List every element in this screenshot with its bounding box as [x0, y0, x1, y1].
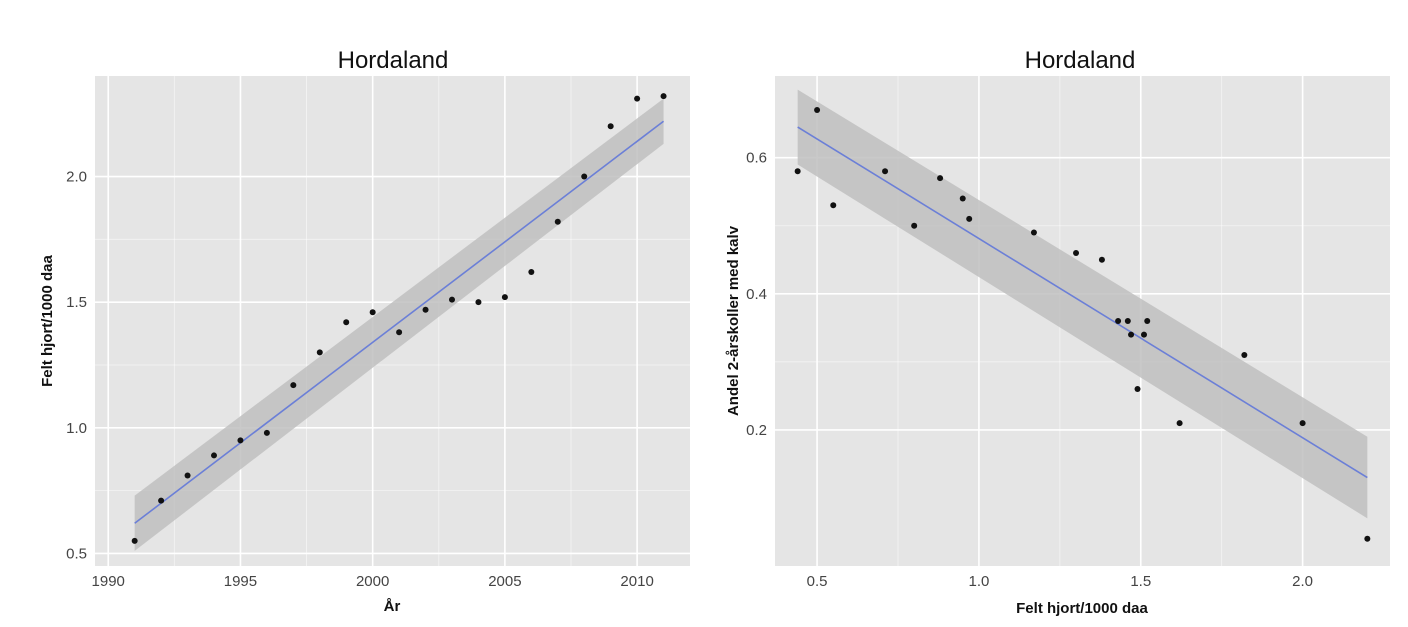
data-point	[959, 195, 966, 202]
fit-line	[797, 126, 1368, 479]
data-point	[794, 168, 801, 175]
fit-line	[134, 120, 665, 524]
data-point	[1176, 420, 1183, 427]
chart-title: Hordaland	[1025, 47, 1136, 74]
data-point	[369, 309, 376, 316]
data-point	[830, 202, 837, 209]
data-point	[396, 329, 403, 336]
data-point	[1144, 318, 1151, 324]
data-point	[237, 437, 244, 444]
y-axis-label: Andel 2-årskoller med kalv	[725, 225, 742, 416]
data-point	[1030, 229, 1037, 236]
data-points	[131, 93, 667, 544]
data-point	[1299, 420, 1306, 427]
y-tick-label: 2.0	[66, 169, 87, 186]
chart-right: Hordaland 0.5 1.0 1.5 2.0 0.2 0.4 0.6 Felt hj…	[725, 47, 1390, 617]
data-point	[634, 95, 641, 102]
data-point	[882, 168, 889, 175]
data-point	[1364, 535, 1371, 542]
y-tick-label: 0.5	[66, 545, 87, 562]
data-point	[607, 123, 614, 130]
data-point	[1128, 331, 1135, 338]
confidence-band-area	[797, 89, 1368, 519]
x-tick-label: 2000	[356, 573, 389, 590]
y-tick-label: 1.0	[66, 420, 87, 437]
y-axis-label: Felt hjort/1000 daa	[39, 254, 56, 386]
data-point	[316, 349, 323, 356]
x-tick-label: 2005	[488, 573, 521, 590]
x-tick-labels: 1990 1995 2000 2005 2010	[92, 573, 654, 590]
data-point	[184, 472, 191, 479]
x-tick-label: 1995	[224, 573, 257, 590]
data-point	[343, 319, 350, 326]
confidence-band-area	[134, 98, 664, 551]
data-point	[528, 269, 535, 275]
data-point	[911, 222, 918, 229]
x-axis-label: År	[384, 598, 401, 615]
y-tick-label: 0.6	[746, 150, 767, 167]
x-tick-labels: 0.5 1.0 1.5 2.0	[807, 573, 1313, 590]
data-point	[554, 218, 561, 225]
data-point	[1141, 331, 1147, 338]
data-point	[422, 306, 429, 313]
data-point	[1134, 386, 1141, 393]
y-tick-label: 0.4	[746, 286, 767, 303]
confidence-band	[134, 98, 664, 551]
regression-line	[134, 120, 665, 524]
data-point	[1241, 352, 1248, 359]
data-point	[1115, 318, 1122, 324]
data-point	[211, 452, 217, 459]
y-tick-labels: 0.5 1.0 1.5 2.0	[66, 169, 87, 563]
x-tick-label: 2010	[620, 573, 653, 590]
data-point	[131, 537, 138, 544]
chart-title: Hordaland	[338, 47, 449, 74]
data-point	[290, 382, 297, 389]
x-axis-label: Felt hjort/1000 daa	[1016, 600, 1148, 617]
confidence-band	[797, 89, 1368, 519]
data-point	[158, 497, 165, 504]
data-point	[1124, 318, 1131, 324]
data-point	[660, 93, 667, 100]
data-point	[1098, 256, 1105, 263]
data-point	[501, 294, 508, 301]
data-point	[263, 429, 270, 436]
data-point	[814, 107, 821, 114]
y-tick-label: 0.2	[746, 422, 767, 439]
data-point	[1073, 249, 1080, 256]
data-point	[966, 215, 973, 222]
y-tick-label: 1.5	[66, 294, 87, 311]
regression-line	[797, 126, 1368, 479]
data-point	[937, 175, 944, 182]
x-tick-label: 2.0	[1292, 573, 1313, 590]
x-tick-label: 1.5	[1130, 573, 1151, 590]
x-tick-label: 0.5	[807, 573, 828, 590]
y-tick-labels: 0.2 0.4 0.6	[746, 150, 767, 439]
x-tick-label: 1990	[92, 573, 125, 590]
x-tick-label: 1.0	[968, 573, 989, 590]
data-point	[581, 173, 588, 180]
data-point	[475, 299, 482, 306]
chart-left: Hordaland 1990 1995 2000 2005 2010 0.5 1.0 1.5…	[39, 47, 690, 615]
data-points	[794, 107, 1371, 542]
data-point	[449, 296, 455, 303]
